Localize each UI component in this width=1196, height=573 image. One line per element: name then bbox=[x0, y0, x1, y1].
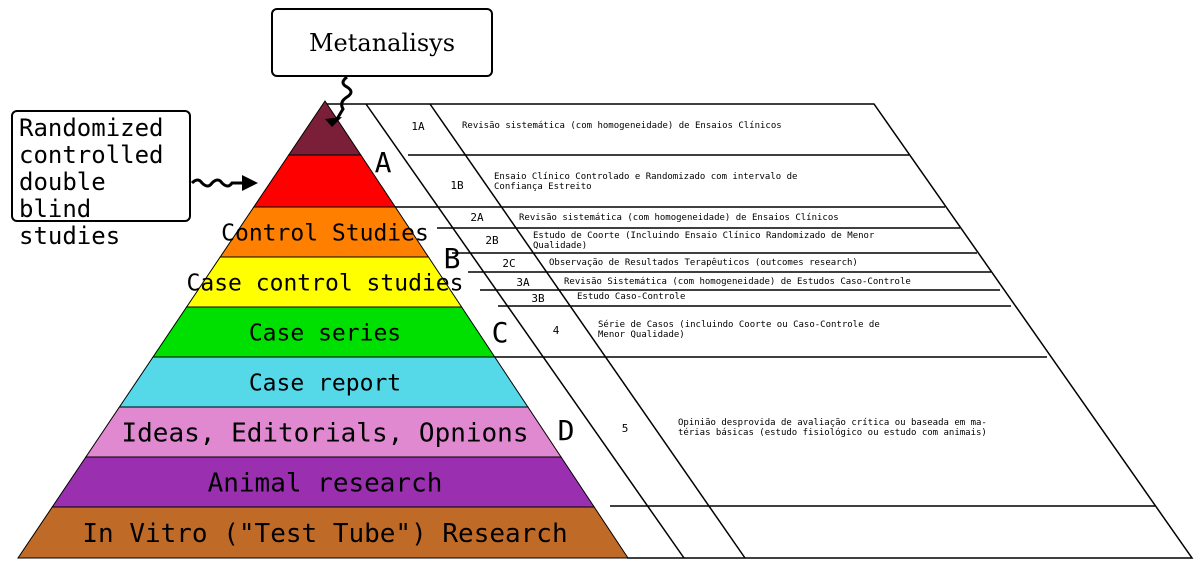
grade-label: A bbox=[375, 146, 392, 179]
metanalysis-arrowhead bbox=[325, 117, 342, 127]
pyramid-layer-label: Case series bbox=[249, 320, 401, 346]
level-code: 2B bbox=[485, 234, 499, 247]
grade-label: B bbox=[444, 242, 461, 275]
pyramid-layer-label: Case report bbox=[249, 370, 401, 396]
level-description: Ensaio Clínico Controlado e Randomizado … bbox=[494, 172, 797, 192]
level-code: 1B bbox=[450, 179, 464, 192]
pyramid-layer-label: Ideas, Editorials, Opnions bbox=[122, 418, 529, 448]
table-divider-2 bbox=[429, 103, 746, 559]
level-code: 4 bbox=[553, 324, 560, 337]
level-code: 3B bbox=[531, 292, 545, 305]
level-description: Estudo de Coorte (Incluindo Ensaio Clíni… bbox=[533, 231, 875, 251]
table-top-border bbox=[327, 103, 1194, 559]
metanalysis-arrow bbox=[335, 75, 353, 120]
pyramid: Control Studies Case control studies Case … bbox=[17, 100, 629, 559]
table-divider-1 bbox=[365, 103, 685, 559]
level-rows: 1A Revisão sistemática (com homogeneidade… bbox=[411, 120, 986, 438]
level-code: 2C bbox=[502, 257, 515, 270]
grade-labels: A B C D bbox=[375, 146, 575, 447]
level-description: Revisão sistemática (com homogeneidade) … bbox=[462, 121, 782, 131]
level-description: Série de Casos (incluindo Coorte ou Caso… bbox=[598, 319, 880, 340]
level-code: 3A bbox=[516, 276, 530, 289]
level-code: 5 bbox=[622, 422, 629, 435]
pyramid-layer-label: Animal research bbox=[208, 468, 443, 498]
metanalysis-callout: Metanalisys bbox=[271, 8, 493, 77]
randomized-arrow bbox=[190, 178, 250, 188]
level-description: Opinião desprovida de avaliação crítica … bbox=[678, 418, 987, 438]
pyramid-layer bbox=[287, 100, 362, 156]
randomized-controlled-callout: Randomized controlled double blind studi… bbox=[11, 110, 191, 250]
pyramid-layer bbox=[17, 506, 629, 559]
levels-table bbox=[327, 103, 1194, 559]
pyramid-layer-label: Case control studies bbox=[187, 270, 464, 296]
grade-label: D bbox=[558, 414, 575, 447]
callout-arrows bbox=[190, 75, 353, 191]
pyramid-layer-label: Control Studies bbox=[221, 220, 429, 246]
pyramid-layer-label: In Vitro ("Test Tube") Research bbox=[82, 519, 567, 549]
level-code: 1A bbox=[411, 120, 425, 133]
level-code: 2A bbox=[470, 211, 484, 224]
level-description: Observação de Resultados Terapêuticos (o… bbox=[549, 257, 858, 268]
grade-label: C bbox=[492, 316, 509, 349]
level-description: Estudo Caso-Controle bbox=[577, 292, 685, 302]
randomized-arrowhead bbox=[242, 175, 258, 191]
level-description: Revisão Sistemática (com homogeneidade) … bbox=[564, 277, 911, 287]
level-description: Revisão sistemática (com homogeneidade) … bbox=[519, 213, 839, 223]
